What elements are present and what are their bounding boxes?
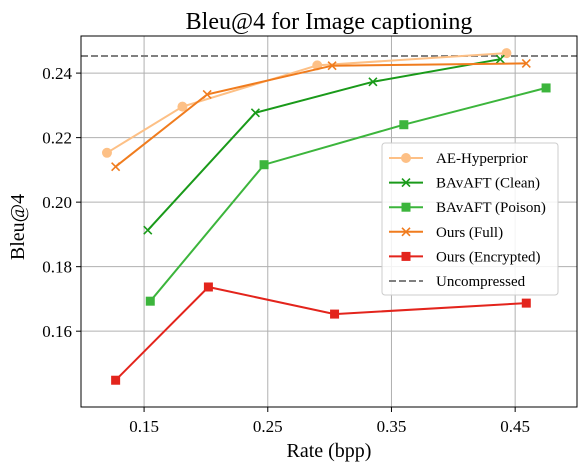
- legend-marker: [401, 202, 411, 212]
- legend-label: Ours (Encrypted): [436, 249, 541, 265]
- legend-marker: [401, 251, 411, 261]
- legend-item-ae-hyperprior: AE-Hyperprior: [389, 151, 528, 167]
- data-point: [202, 89, 212, 99]
- chart-title: Bleu@4 for Image captioning: [186, 9, 473, 35]
- series-line-ae-hyperprior: [106, 52, 507, 154]
- data-point: [177, 101, 188, 112]
- y-tick-label: 0.22: [42, 129, 72, 148]
- legend-item-bavaft-poison: BAvAFT (Poison): [389, 200, 546, 216]
- data-point: [521, 298, 531, 308]
- data-point: [330, 309, 340, 319]
- y-axis-label: Bleu@4: [7, 194, 29, 260]
- series-line-ours-encrypted: [114, 285, 527, 381]
- legend-label: Uncompressed: [436, 274, 526, 290]
- legend-marker: [401, 153, 411, 163]
- data-point: [203, 282, 213, 292]
- x-tick-label: 0.15: [129, 417, 159, 436]
- legend-label: AE-Hyperprior: [436, 151, 528, 167]
- data-point: [111, 375, 121, 385]
- series-line-ours-full: [114, 62, 527, 168]
- y-tick-label: 0.24: [42, 64, 72, 83]
- data-point: [495, 54, 505, 64]
- series-bavaft-clean: [143, 54, 505, 235]
- data-point: [541, 83, 551, 93]
- x-axis-ticks: 0.15 0.25 0.35 0.45: [129, 407, 530, 436]
- legend-label: BAvAFT (Clean): [436, 176, 540, 192]
- series-group: [101, 48, 551, 385]
- series-ours-encrypted: [111, 282, 531, 385]
- x-tick-label: 0.35: [377, 417, 407, 436]
- y-tick-label: 0.20: [42, 193, 72, 212]
- legend: AE-Hyperprior BAvAFT (Clean) BAvAFT (Poiso…: [381, 142, 559, 296]
- series-line-bavaft-poison: [149, 86, 547, 302]
- legend-item-uncompressed: Uncompressed: [389, 274, 526, 290]
- legend-box: [381, 142, 559, 296]
- data-point: [111, 162, 121, 172]
- data-point: [250, 108, 260, 118]
- data-point: [368, 77, 378, 87]
- legend-label: Ours (Full): [436, 225, 503, 241]
- data-point: [101, 147, 112, 158]
- data-point: [399, 120, 409, 130]
- data-point: [259, 160, 269, 170]
- legend-label: BAvAFT (Poison): [436, 200, 546, 216]
- plot-frame: [80, 35, 578, 408]
- data-point: [521, 58, 531, 68]
- legend-marker: [401, 178, 411, 188]
- legend-item-bavaft-clean: BAvAFT (Clean): [389, 176, 540, 192]
- legend-item-ours-encrypted: Ours (Encrypted): [389, 249, 541, 265]
- y-axis-ticks: 0.16 0.18 0.20 0.22 0.24: [42, 64, 81, 341]
- series-line-bavaft-clean: [147, 58, 501, 231]
- y-tick-label: 0.16: [42, 322, 72, 341]
- legend-marker: [401, 227, 411, 237]
- x-tick-label: 0.45: [500, 417, 530, 436]
- data-point: [143, 225, 153, 235]
- series-ours-full: [111, 58, 531, 172]
- legend-item-ours-full: Ours (Full): [389, 225, 503, 241]
- y-tick-label: 0.18: [42, 258, 72, 277]
- series-bavaft-poison: [145, 83, 551, 306]
- x-axis-label: Rate (bpp): [287, 440, 372, 462]
- data-point: [145, 296, 155, 306]
- data-point: [327, 61, 337, 71]
- x-tick-label: 0.25: [253, 417, 283, 436]
